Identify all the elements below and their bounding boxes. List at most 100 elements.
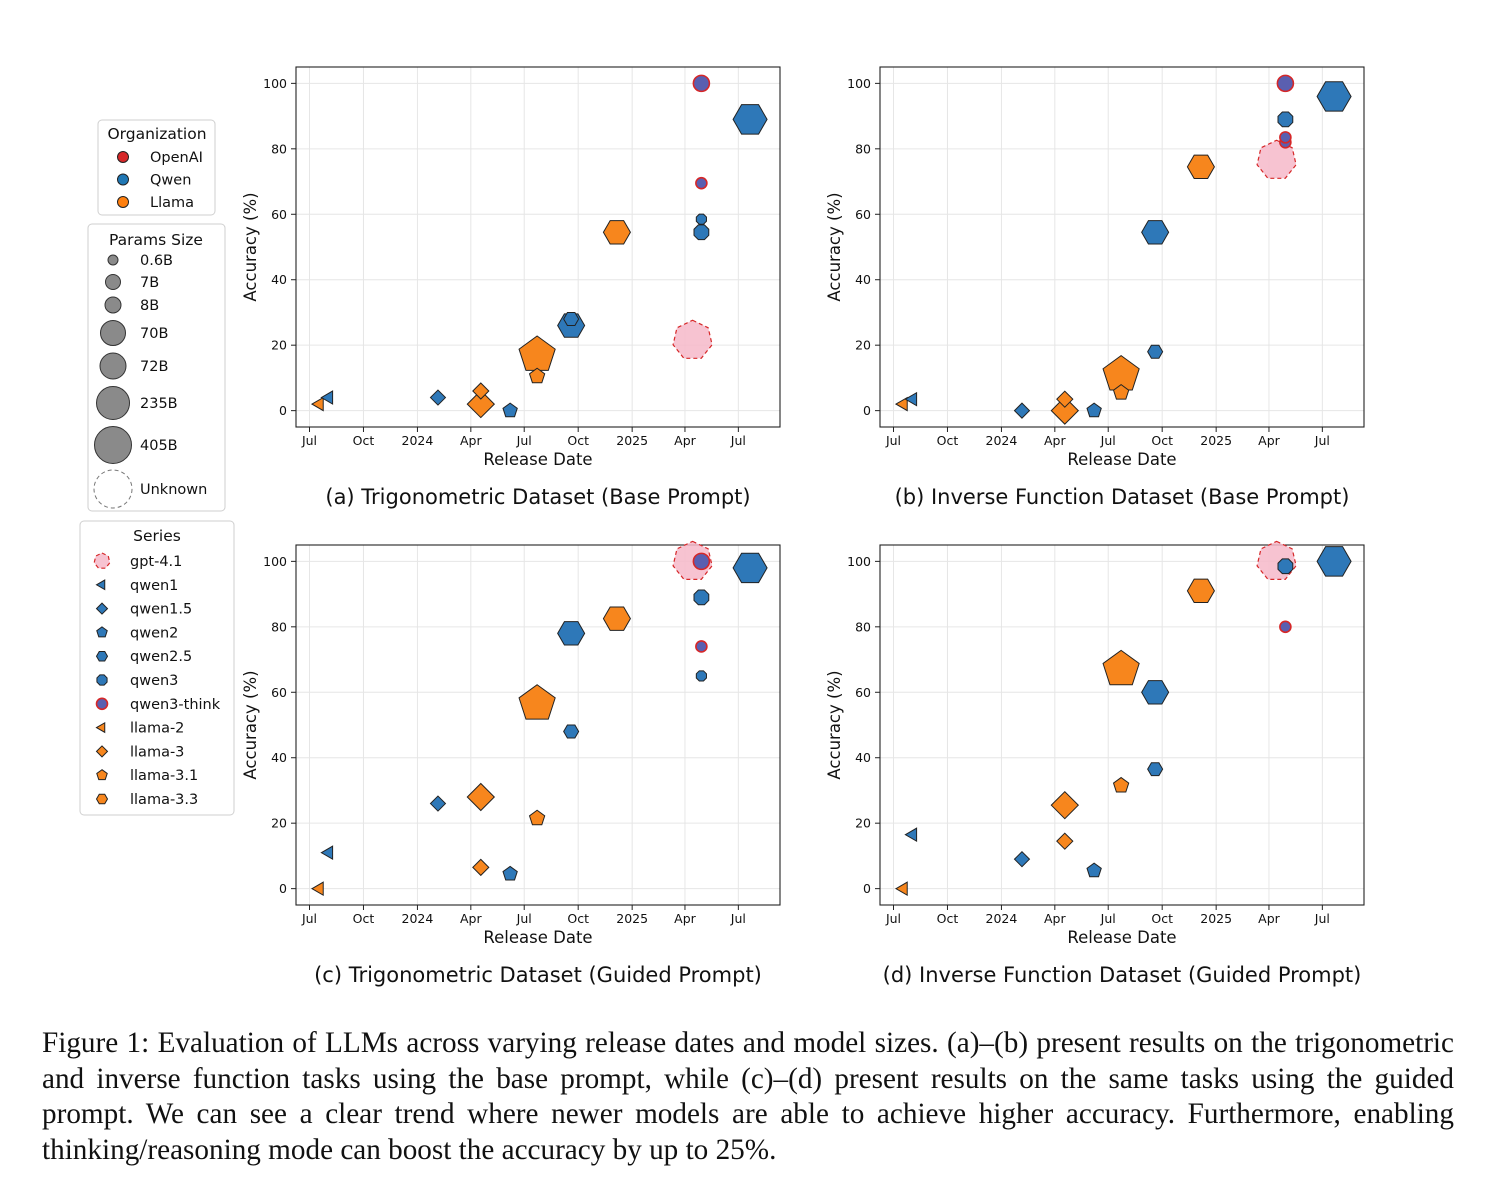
data-point-llama-3.1 bbox=[518, 684, 556, 720]
legend-size-label: 70B bbox=[140, 326, 168, 342]
legend-series-label: qwen2.5 bbox=[130, 649, 192, 665]
data-point-qwen3 bbox=[1277, 111, 1294, 128]
data-point-llama-3 bbox=[1056, 832, 1074, 850]
x-tick-label: 2025 bbox=[616, 433, 648, 448]
legend-series-label: llama-3.3 bbox=[130, 792, 198, 808]
x-tick-label: Oct bbox=[567, 433, 589, 448]
data-point-qwen2.5 bbox=[732, 104, 768, 135]
data-point-qwen3 bbox=[695, 670, 707, 682]
data-point-qwen1.5 bbox=[1013, 402, 1031, 419]
data-point-qwen3-think bbox=[692, 552, 711, 571]
data-point-qwen2.5 bbox=[563, 312, 580, 326]
legend-size-swatch bbox=[99, 352, 127, 380]
data-point-llama-3 bbox=[1056, 390, 1074, 408]
y-axis-label: Accuracy (%) bbox=[241, 670, 260, 779]
legend-title: Series bbox=[133, 527, 181, 545]
data-point-llama-3 bbox=[472, 858, 490, 877]
legend-box bbox=[97, 119, 216, 216]
y-tick-label: 60 bbox=[271, 207, 287, 222]
data-points bbox=[310, 74, 768, 419]
legend-series-label: qwen3-think bbox=[130, 697, 221, 713]
legend-params: Params Size 0.6B 7B 8B 70B 72B 235B 405B Unknown bbox=[87, 223, 226, 512]
chart-panel-d: Jul Oct 2024 Apr Jul Oct 2025 Apr Jul 0 20 40 60 80 10… bbox=[825, 540, 1365, 987]
data-point-llama-3 bbox=[466, 782, 496, 812]
x-tick-label: Oct bbox=[353, 433, 375, 448]
x-tick-label: Apr bbox=[674, 911, 696, 926]
grid-lines bbox=[880, 67, 1364, 427]
data-point-qwen3-think bbox=[1279, 620, 1292, 634]
chart-panel-a: Jul Oct 2024 Apr Jul Oct 2025 Apr Jul 0 20 40 60 80 10… bbox=[241, 66, 781, 509]
x-tick-label: Jul bbox=[516, 911, 532, 926]
legend-org-swatch bbox=[117, 173, 129, 186]
x-tick-label: Oct bbox=[1151, 433, 1173, 448]
y-tick-label: 20 bbox=[855, 816, 871, 831]
x-tick-label: Jul bbox=[516, 433, 532, 448]
x-tick-label: Jul bbox=[730, 911, 746, 926]
y-tick-label: 60 bbox=[855, 685, 871, 700]
legend-series-swatch bbox=[96, 769, 108, 781]
y-tick-label: 100 bbox=[847, 76, 871, 91]
legend-series-swatch bbox=[95, 650, 109, 662]
legend-size-label: 72B bbox=[140, 359, 168, 375]
data-point-qwen3-think bbox=[695, 640, 708, 653]
legend-series-label: qwen1.5 bbox=[130, 602, 192, 618]
plot-frame bbox=[295, 66, 781, 428]
legend-series-swatch bbox=[93, 552, 111, 569]
y-axis-label: Accuracy (%) bbox=[241, 192, 260, 301]
chart-title: (a) Trigonometric Dataset (Base Prompt) bbox=[325, 485, 750, 509]
legend-series-label: llama-3.1 bbox=[130, 768, 198, 784]
data-point-qwen1 bbox=[904, 391, 918, 407]
data-point-qwen3-think bbox=[695, 176, 708, 190]
y-tick-label: 40 bbox=[855, 272, 871, 287]
legend-size-swatch bbox=[107, 254, 119, 266]
y-tick-label: 80 bbox=[271, 141, 287, 156]
data-point-qwen2.5 bbox=[732, 552, 768, 584]
data-point-llama-2 bbox=[310, 881, 324, 896]
data-point-qwen2.5 bbox=[1141, 680, 1170, 705]
x-tick-label: Jul bbox=[301, 911, 317, 926]
legend-series-swatch bbox=[96, 626, 108, 638]
plot-frame bbox=[295, 544, 781, 906]
data-point-qwen3 bbox=[693, 224, 710, 241]
legend-series-swatch bbox=[95, 793, 109, 805]
legend-size-label: 405B bbox=[140, 438, 178, 454]
legend-size-label: 235B bbox=[140, 396, 178, 412]
data-point-qwen3-think bbox=[1276, 74, 1295, 93]
legend-box bbox=[79, 520, 235, 816]
x-tick-label: Apr bbox=[460, 433, 482, 448]
legend-series-label: qwen2 bbox=[130, 625, 178, 641]
data-point-qwen2.5 bbox=[1147, 344, 1164, 359]
figure-caption: Figure 1: Evaluation of LLMs across vary… bbox=[42, 1027, 1454, 1166]
chart-title: (c) Trigonometric Dataset (Guided Prompt… bbox=[314, 963, 762, 987]
data-point-qwen1 bbox=[904, 827, 918, 842]
legend-series-swatch bbox=[95, 745, 109, 758]
x-tick-label: Jul bbox=[1314, 911, 1330, 926]
data-point-qwen2 bbox=[1086, 862, 1102, 878]
y-tick-label: 20 bbox=[271, 816, 287, 831]
chart-title: (d) Inverse Function Dataset (Guided Pro… bbox=[883, 963, 1362, 987]
data-point-qwen3 bbox=[695, 213, 707, 225]
x-tick-label: Oct bbox=[567, 911, 589, 926]
y-axis-label: Accuracy (%) bbox=[825, 192, 844, 301]
data-point-qwen2.5 bbox=[1316, 546, 1352, 577]
x-tick-label: Oct bbox=[1151, 911, 1173, 926]
x-tick-label: Jul bbox=[1100, 433, 1116, 448]
data-point-llama-3.1 bbox=[1112, 776, 1130, 793]
x-tick-label: Jul bbox=[1100, 911, 1116, 926]
x-tick-label: Apr bbox=[674, 433, 696, 448]
legend-title: Organization bbox=[107, 125, 206, 143]
y-tick-label: 0 bbox=[863, 403, 871, 418]
data-points bbox=[310, 540, 768, 896]
legend-organization: Organization OpenAI Qwen Llama bbox=[97, 119, 216, 216]
data-point-qwen1 bbox=[320, 845, 334, 860]
legend-org-swatch bbox=[117, 196, 129, 208]
plot-frame bbox=[879, 66, 1365, 428]
legend-series-swatch bbox=[95, 697, 109, 711]
data-point-llama-3 bbox=[1050, 790, 1080, 820]
legend-size-swatch bbox=[105, 274, 121, 290]
y-tick-label: 80 bbox=[271, 619, 287, 634]
y-tick-label: 40 bbox=[271, 272, 287, 287]
x-tick-label: Apr bbox=[1258, 433, 1280, 448]
data-point-qwen2 bbox=[1086, 402, 1102, 418]
data-point-qwen3 bbox=[693, 589, 710, 606]
